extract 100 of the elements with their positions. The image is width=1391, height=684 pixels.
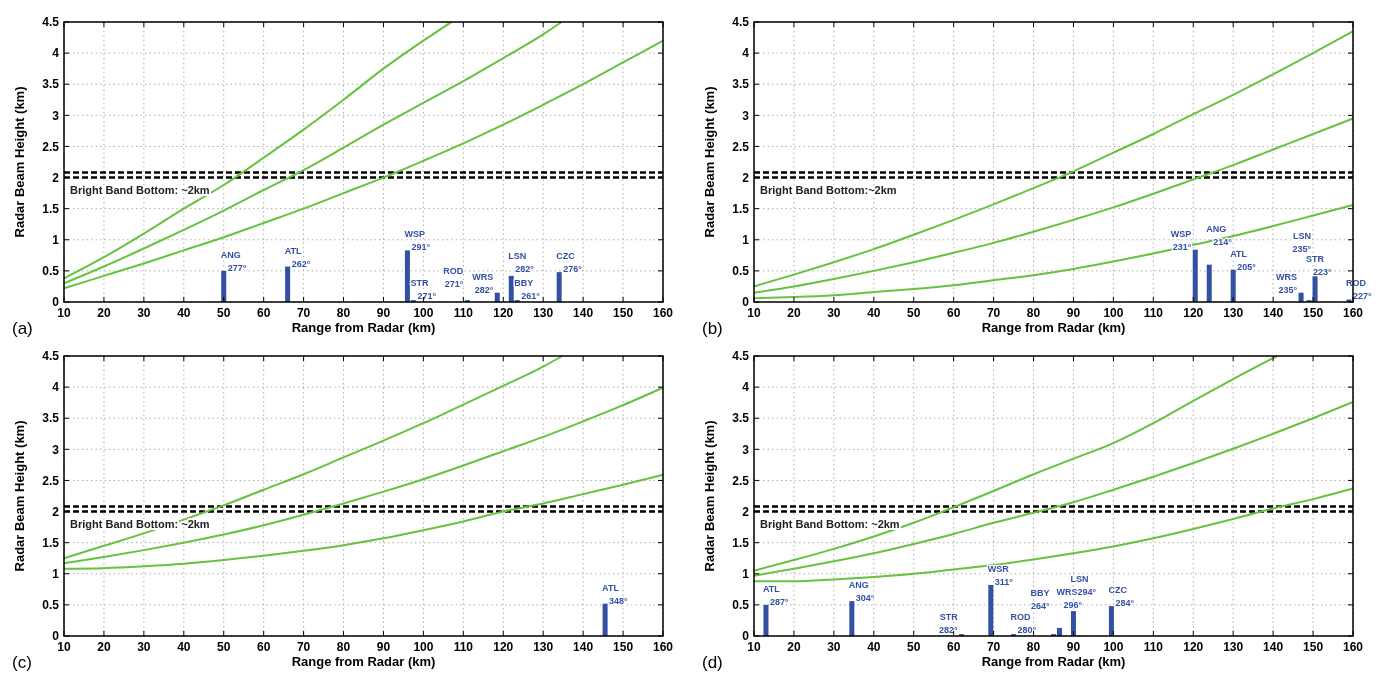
x-tick-label: 30 — [137, 306, 151, 320]
x-axis-title: Range from Radar (km) — [981, 654, 1126, 669]
y-axis-title: Radar Beam Height (km) — [12, 420, 27, 572]
x-tick-label: 130 — [1223, 306, 1244, 320]
x-tick-label: 20 — [97, 640, 111, 654]
annotation: STR 282° — [939, 612, 959, 635]
y-tick-label: 2 — [52, 504, 60, 519]
y-tick-label: 4.5 — [732, 15, 750, 30]
annotation: ATL 205° — [1230, 248, 1257, 272]
x-tick-label: 10 — [747, 306, 761, 320]
text: (a) — [12, 319, 33, 338]
x-tick-label: 130 — [533, 306, 554, 320]
annotation: ATL 348° — [602, 582, 629, 606]
annotation: WRS 235° — [1276, 271, 1298, 295]
y-tick-label: 1.5 — [732, 535, 750, 550]
text: (c) — [12, 653, 32, 672]
x-tick-label: 70 — [296, 640, 311, 654]
x-tick-label: 70 — [986, 306, 1001, 320]
x-tick-label: 100 — [413, 640, 434, 654]
x-tick-label: 160 — [1342, 640, 1364, 654]
y-tick-label: 0.5 — [732, 264, 750, 279]
x-tick-label: 80 — [1026, 306, 1041, 320]
x-tick-label: 140 — [1263, 306, 1284, 320]
x-tick-label: 110 — [453, 640, 474, 654]
y-axis-title: Radar Beam Height (km) — [12, 86, 27, 238]
ref-line-label: Bright Band Bottom: ~2km — [760, 517, 900, 530]
x-tick-label: 50 — [217, 306, 231, 320]
x-tick-label: 90 — [376, 640, 391, 654]
x-tick-label: 130 — [1223, 640, 1244, 654]
text: (d) — [702, 653, 723, 672]
x-tick-label: 100 — [1103, 306, 1124, 320]
annotation: WSP 291° — [404, 229, 431, 253]
x-tick-label: 50 — [217, 640, 231, 654]
x-tick-label: 10 — [747, 640, 761, 654]
y-tick-label: 2.5 — [732, 473, 750, 488]
x-tick-label: 10 — [57, 640, 71, 654]
annotation: ANG 214° — [1206, 223, 1233, 247]
x-tick-label: 20 — [787, 640, 801, 654]
y-tick-label: 0.5 — [42, 598, 60, 613]
y-axis-title: Radar Beam Height (km) — [702, 420, 717, 572]
y-tick-label: 4 — [742, 380, 750, 395]
x-tick-label: 120 — [493, 306, 514, 320]
annotation: WSR 311° — [987, 563, 1014, 587]
y-tick-label: 0.5 — [732, 598, 750, 613]
x-tick-label: 10 — [57, 306, 71, 320]
x-tick-label: 120 — [1183, 306, 1204, 320]
x-tick-label: 80 — [336, 306, 351, 320]
y-tick-label: 3.5 — [732, 77, 750, 92]
x-tick-label: 70 — [986, 640, 1001, 654]
y-tick-label: 4.5 — [732, 349, 750, 364]
x-axis-title: Range from Radar (km) — [981, 320, 1126, 335]
x-tick-label: 90 — [1066, 306, 1081, 320]
x-tick-label: 40 — [177, 306, 191, 320]
annotation: CZC 276° — [556, 251, 583, 275]
x-tick-label: 150 — [613, 306, 634, 320]
x-axis-title: Range from Radar (km) — [291, 320, 436, 335]
x-tick-label: 90 — [1066, 640, 1081, 654]
annotation: STR 271° — [410, 278, 437, 301]
x-tick-label: 30 — [827, 306, 841, 320]
y-tick-label: 3 — [52, 442, 60, 457]
y-tick-label: 1 — [52, 566, 60, 581]
x-tick-label: 60 — [256, 640, 271, 654]
annotation: LSN 235° — [1292, 230, 1312, 254]
annotation: WRS 282° — [472, 271, 494, 295]
annotation: ATL 287° — [762, 583, 789, 607]
annotation: CZC 284° — [1108, 585, 1135, 609]
annotation: ROD 280° — [1010, 612, 1037, 635]
annotation: ANG 277° — [220, 249, 247, 273]
y-tick-label: 3 — [742, 108, 750, 123]
x-tick-label: 50 — [907, 640, 921, 654]
annotation: BBY 261° — [514, 278, 541, 301]
y-tick-label: 3.5 — [732, 411, 750, 426]
x-tick-label: 80 — [1026, 640, 1041, 654]
ref-line-label: Bright Band Bottom: ~2km — [70, 183, 210, 196]
x-tick-label: 100 — [1103, 640, 1124, 654]
annotation: ANG 304° — [848, 580, 875, 604]
y-axis-title: Radar Beam Height (km) — [702, 86, 717, 238]
y-tick-label: 4 — [52, 380, 60, 395]
x-tick-label: 130 — [533, 640, 554, 654]
x-tick-label: 110 — [1143, 306, 1164, 320]
x-tick-label: 150 — [613, 640, 634, 654]
x-tick-label: 160 — [652, 306, 674, 320]
x-tick-label: 40 — [867, 306, 881, 320]
y-tick-label: 0.5 — [42, 264, 60, 279]
x-tick-label: 100 — [413, 306, 434, 320]
y-tick-label: 2.5 — [42, 473, 60, 488]
y-tick-label: 1.5 — [42, 535, 60, 550]
annotation: LSN 282° — [508, 250, 535, 274]
x-tick-label: 60 — [946, 306, 961, 320]
x-tick-label: 160 — [1342, 306, 1364, 320]
annotation: STR 223° — [1306, 254, 1333, 277]
x-tick-label: 140 — [573, 640, 594, 654]
y-tick-label: 1 — [742, 566, 750, 581]
annotation: ROD 271° — [443, 266, 464, 289]
y-tick-label: 2.5 — [732, 139, 750, 154]
y-tick-label: 4 — [52, 46, 60, 61]
y-tick-label: 1 — [742, 232, 750, 247]
ref-line-label: Bright Band Bottom:~2km — [760, 183, 897, 196]
x-tick-label: 20 — [787, 306, 801, 320]
y-tick-label: 4.5 — [42, 349, 60, 364]
